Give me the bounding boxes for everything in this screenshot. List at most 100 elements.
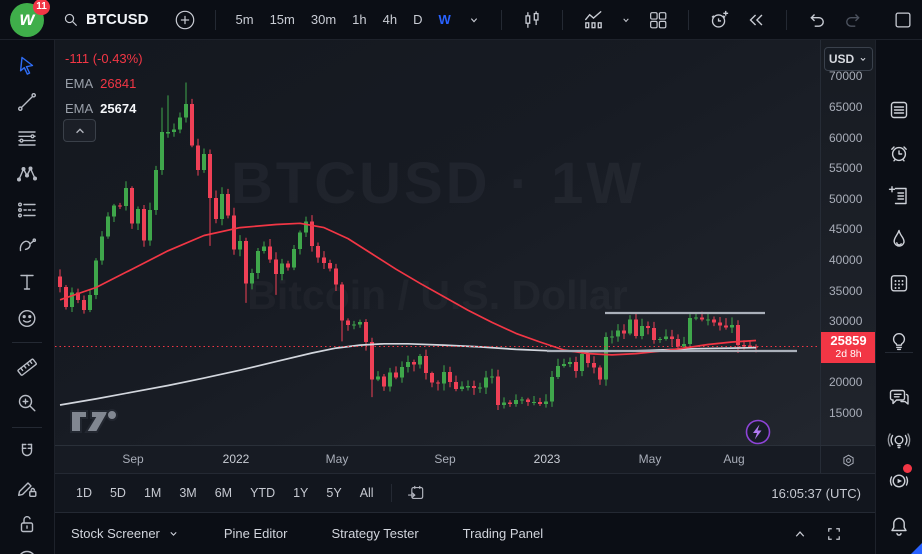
watchlist-icon[interactable]: [884, 95, 914, 125]
tab-pine-editor[interactable]: Pine Editor: [224, 526, 288, 541]
tab-label: Trading Panel: [462, 526, 544, 541]
panel-collapse-chevron-icon[interactable]: [791, 525, 809, 543]
time-label-2022: 2022: [222, 452, 250, 466]
streams-icon[interactable]: [884, 464, 914, 496]
last-price-badge: 25859 2d 8h: [821, 331, 876, 363]
range-1Y[interactable]: 1Y: [293, 486, 309, 500]
tab-label: Strategy Tester: [331, 526, 419, 541]
time-axis[interactable]: Sep 2022 May Sep 2023 May Aug: [55, 445, 875, 474]
range-3M[interactable]: 3M: [179, 486, 197, 500]
price-label-40000: 40000: [829, 253, 863, 267]
range-5D[interactable]: 5D: [109, 486, 126, 500]
notifications-icon[interactable]: [884, 511, 914, 541]
zoom-in-tool-icon[interactable]: [10, 386, 44, 420]
session-clock[interactable]: 16:05:37 (UTC): [771, 485, 861, 501]
timeframe-15m[interactable]: 15m: [269, 12, 295, 27]
price-label-55000: 55000: [829, 161, 863, 176]
currency-toggle-button[interactable]: USD: [824, 47, 873, 71]
symbol-name: BTCUSD: [86, 11, 149, 28]
measure-tool-icon[interactable]: [10, 350, 44, 384]
timeframe-D[interactable]: D: [413, 12, 423, 27]
price-axis[interactable]: USD 25859 2d 8h 70000 65000 60000 55000 5000…: [820, 40, 876, 445]
go-to-date-icon[interactable]: [400, 483, 432, 503]
last-price: 25859: [830, 333, 867, 349]
bar-replay-icon[interactable]: [738, 9, 774, 31]
chart-canvas[interactable]: BTCUSD · 1W Bitcoin / U.S. Dollar -111 (…: [55, 40, 820, 445]
tab-label: Pine Editor: [223, 526, 288, 541]
corner-resize-handle[interactable]: [911, 543, 922, 554]
range-All[interactable]: All: [359, 486, 374, 500]
search-icon: [62, 11, 80, 29]
lock-all-tool-icon[interactable]: [10, 507, 44, 541]
time-label-Sep: Sep: [122, 452, 144, 466]
projection-tool-icon[interactable]: [10, 193, 44, 227]
create-alert-icon[interactable]: [701, 8, 738, 31]
timeframe-1h[interactable]: 1h: [352, 12, 367, 27]
emoji-tool-icon[interactable]: [10, 301, 44, 335]
indicators-icon[interactable]: [575, 8, 612, 31]
divider: [12, 427, 42, 428]
symbol-search-button[interactable]: BTCUSD: [62, 11, 149, 29]
range-5Y[interactable]: 5Y: [326, 486, 342, 500]
timeframe-W[interactable]: W: [438, 12, 451, 27]
pattern-xabcd-tool-icon[interactable]: [10, 157, 44, 191]
legend-collapse-button[interactable]: [63, 119, 96, 142]
time-label-Sep: Sep: [434, 452, 456, 466]
cursor-tool-icon[interactable]: [10, 49, 44, 83]
timeframe-5m[interactable]: 5m: [235, 12, 254, 27]
time-label-2023: 2023: [533, 452, 561, 466]
drawing-toolbar: [0, 40, 55, 554]
price-label-70000: 70000: [829, 69, 863, 84]
divider: [785, 9, 787, 30]
timeframe-4h[interactable]: 4h: [382, 12, 398, 27]
chat-icon[interactable]: [884, 382, 914, 412]
chart-style-candles-icon[interactable]: [514, 9, 550, 31]
bottom-tabs: Stock Screener Pine Editor Strategy Tester…: [71, 526, 587, 541]
user-menu-button[interactable]: w 11: [10, 0, 50, 37]
magnet-tool-icon[interactable]: [10, 435, 44, 469]
range-6M[interactable]: 6M: [214, 486, 233, 500]
undo-icon[interactable]: [799, 9, 835, 31]
redo-icon[interactable]: [835, 9, 871, 31]
timeframe-30m[interactable]: 30m: [310, 12, 337, 27]
divider: [500, 9, 502, 30]
notes-icon[interactable]: [884, 181, 914, 211]
trend-line-tool-icon[interactable]: [10, 85, 44, 119]
fullscreen-icon[interactable]: [825, 525, 843, 543]
range-1D[interactable]: 1D: [76, 486, 92, 500]
fib-retracement-tool-icon[interactable]: [10, 121, 44, 155]
tab-strategy-tester[interactable]: Strategy Tester: [331, 526, 418, 541]
layout-grid-icon[interactable]: [640, 9, 676, 31]
range-1M[interactable]: 1M: [143, 486, 162, 500]
range-YTD[interactable]: YTD: [250, 486, 276, 500]
chart-legend: -111 (-0.43%) EMA 26841 EMA 25674: [65, 50, 143, 125]
boost-button[interactable]: [745, 419, 771, 445]
time-label-Aug: Aug: [723, 452, 745, 466]
compare-add-symbol-icon[interactable]: [167, 9, 203, 31]
timeframe-list: 5m 15m 30m 1h 4h D W: [228, 12, 459, 27]
tab-stock-screener[interactable]: Stock Screener: [71, 526, 180, 541]
timeframe-dropdown-icon[interactable]: [459, 12, 489, 28]
alerts-icon[interactable]: [884, 138, 914, 168]
chart-settings-gear-icon[interactable]: [820, 446, 875, 474]
ideas-icon[interactable]: [884, 326, 914, 356]
screener-dropdown-icon[interactable]: [167, 527, 180, 540]
indicators-dropdown-icon[interactable]: [612, 13, 640, 27]
price-label-35000: 35000: [829, 283, 863, 298]
hotlists-icon[interactable]: [884, 224, 914, 254]
save-layout-icon[interactable]: [885, 9, 921, 31]
price-label-45000: 45000: [829, 222, 863, 237]
ema-slow-row: EMA 25674: [65, 101, 137, 116]
date-range-toolbar: 1D 5D 1M 3M 6M YTD 1Y 5Y All 16:05:37 (UTC): [55, 473, 875, 512]
hide-drawings-tool-icon[interactable]: [10, 543, 44, 554]
calendar-icon[interactable]: [884, 268, 914, 298]
brush-tool-icon[interactable]: [10, 229, 44, 263]
drawing-lock-tool-icon[interactable]: [10, 471, 44, 505]
text-tool-icon[interactable]: [10, 265, 44, 299]
live-ideas-icon[interactable]: [884, 426, 914, 456]
tab-trading-panel[interactable]: Trading Panel: [463, 526, 543, 541]
bottom-panel-bar: Stock Screener Pine Editor Strategy Tester…: [55, 512, 875, 554]
divider: [687, 9, 689, 30]
divider: [12, 342, 42, 343]
